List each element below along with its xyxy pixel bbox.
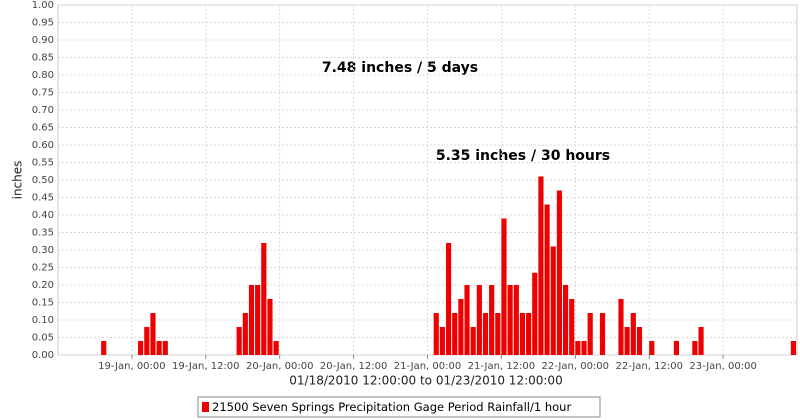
bar: [526, 313, 532, 355]
x-tick-label: 22-Jan, 12:00: [615, 361, 682, 372]
bar: [581, 341, 587, 355]
bar: [624, 327, 630, 355]
y-tick-label: 0.60: [32, 140, 54, 151]
bar: [242, 313, 248, 355]
y-tick-label: 0.75: [32, 88, 54, 99]
x-tick-label: 19-Jan, 12:00: [172, 361, 239, 372]
bar: [513, 285, 519, 355]
legend: [197, 396, 601, 418]
y-tick-label: 0.95: [32, 18, 54, 29]
bar: [562, 285, 569, 355]
bar: [507, 285, 513, 355]
bar: [267, 299, 273, 355]
x-tick-label: 20-Jan, 12:00: [320, 361, 387, 372]
legend-label: 21500 Seven Springs Precipitation Gage P…: [212, 400, 571, 414]
bar: [673, 341, 679, 355]
y-tick-label: 0.30: [32, 245, 54, 256]
y-tick-label: 0.70: [32, 105, 54, 116]
bar: [101, 341, 107, 355]
y-tick-label: 0.10: [32, 315, 54, 326]
bar: [236, 327, 242, 355]
x-tick-label: 21-Jan, 00:00: [394, 361, 461, 372]
bar: [636, 327, 643, 355]
bar: [464, 285, 470, 355]
bar: [458, 299, 464, 355]
annotation: 7.48 inches / 5 days: [322, 60, 478, 76]
y-tick-label: 0.85: [32, 53, 54, 64]
bar: [439, 327, 445, 355]
bar: [433, 313, 439, 355]
y-tick-label: 0.25: [32, 263, 54, 274]
bar: [501, 218, 507, 355]
annotation: 5.35 inches / 30 hours: [436, 148, 610, 164]
y-tick-label: 0.55: [32, 158, 54, 169]
y-tick-label: 0.50: [32, 175, 54, 186]
y-tick-label: 0.15: [32, 298, 54, 309]
bar: [476, 285, 482, 355]
bar: [587, 313, 593, 355]
y-tick-label: 0.05: [32, 333, 54, 344]
bar: [144, 327, 150, 355]
y-tick-label: 0.45: [32, 193, 54, 204]
bar: [618, 299, 624, 355]
bar: [599, 313, 606, 355]
bar: [255, 285, 261, 355]
bar: [692, 341, 698, 355]
bar: [489, 285, 495, 355]
x-axis-title: 01/18/2010 12:00:00 to 01/23/2010 12:00:…: [289, 374, 562, 388]
bar: [550, 246, 556, 355]
x-tick-label: 22-Jan, 00:00: [542, 361, 609, 372]
bar: [150, 313, 156, 355]
bar: [273, 341, 279, 355]
y-tick-label: 0.00: [32, 350, 54, 361]
y-tick-label: 0.80: [32, 70, 54, 81]
bar: [452, 313, 458, 355]
bar: [575, 341, 581, 355]
bar: [532, 272, 538, 355]
bar: [162, 341, 168, 355]
bar: [790, 341, 796, 355]
x-tick-label: 19-Jan, 00:00: [98, 361, 165, 372]
x-tick-label: 23-Jan, 00:00: [689, 361, 756, 372]
y-tick-label: 0.40: [32, 210, 54, 221]
bar: [470, 327, 476, 355]
y-axis-title: inches: [11, 161, 25, 200]
bar: [261, 243, 267, 355]
x-tick-label: 20-Jan, 00:00: [246, 361, 313, 372]
y-tick-label: 0.35: [32, 228, 54, 239]
bar: [649, 341, 655, 355]
bar: [538, 176, 544, 355]
bar: [630, 313, 636, 355]
y-tick-label: 0.90: [32, 35, 54, 46]
y-tick-label: 1.00: [32, 0, 54, 11]
y-tick-label: 0.65: [32, 123, 54, 134]
bar: [482, 313, 489, 355]
bar: [495, 313, 501, 355]
bar: [156, 341, 162, 355]
bar: [445, 243, 452, 355]
bar: [544, 204, 550, 355]
bar: [569, 299, 575, 355]
x-tick-label: 21-Jan, 12:00: [468, 361, 535, 372]
bar: [556, 190, 562, 355]
legend-swatch: [202, 402, 209, 412]
y-tick-label: 0.20: [32, 280, 54, 291]
bar: [248, 285, 255, 355]
bar: [138, 341, 144, 355]
bar: [698, 327, 704, 355]
bar: [519, 313, 526, 355]
